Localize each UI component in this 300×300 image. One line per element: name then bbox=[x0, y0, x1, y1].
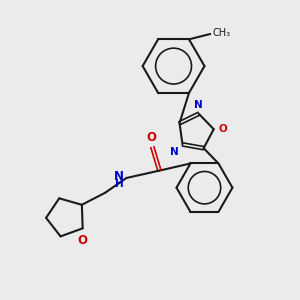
Text: O: O bbox=[146, 130, 156, 143]
Text: N: N bbox=[194, 100, 203, 110]
Text: O: O bbox=[218, 124, 227, 134]
Text: H: H bbox=[115, 179, 124, 189]
Text: N: N bbox=[114, 170, 124, 183]
Text: O: O bbox=[78, 234, 88, 247]
Text: N: N bbox=[170, 147, 179, 158]
Text: CH₃: CH₃ bbox=[212, 28, 230, 38]
